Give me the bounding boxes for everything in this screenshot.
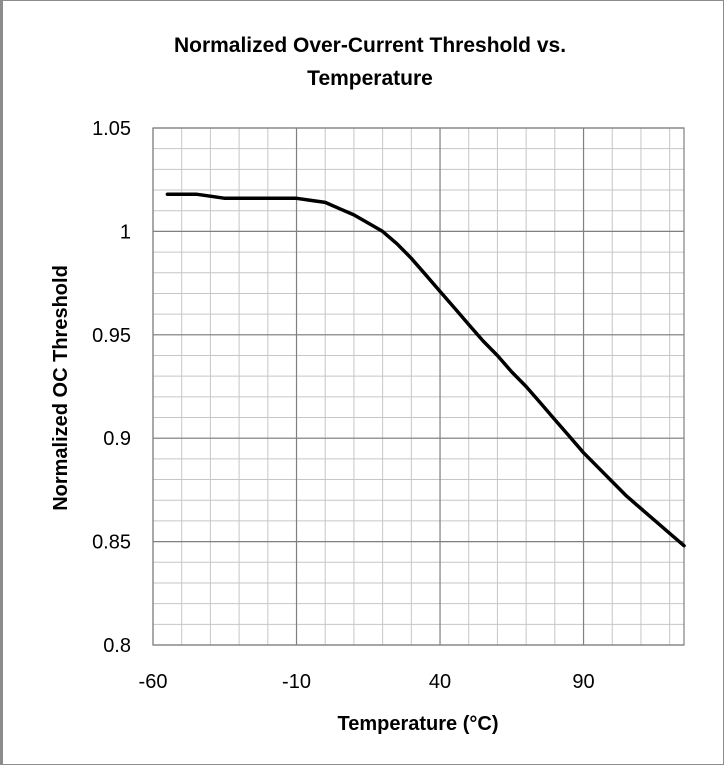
x-tick-label: 90 [572,671,594,693]
plot-area-border [152,127,685,646]
y-tick-labels: 0.8 0.85 0.9 0.95 1 1.05 [92,118,131,657]
chart-title-line-1: Normalized Over-Current Threshold vs. [174,34,566,57]
series-group [165,192,686,548]
x-tick-label: -10 [282,671,311,693]
series-line [165,192,686,548]
y-tick-label: 1 [120,221,131,243]
x-axis-label: Temperature (°C) [338,713,499,735]
y-tick-label: 0.9 [103,428,131,450]
x-tick-label: -60 [139,671,168,693]
chart-title-line-2: Temperature [307,67,433,90]
x-tick-labels: -60 -10 40 90 [139,671,595,693]
y-tick-label: 0.8 [103,635,131,657]
y-axis-label: Normalized OC Threshold [50,265,72,511]
y-tick-label: 1.05 [92,118,131,140]
y-tick-label: 0.95 [92,325,131,347]
minor-gridlines [152,127,684,646]
major-gridlines [152,127,684,646]
y-tick-label: 0.85 [92,532,131,554]
x-tick-label: 40 [429,671,451,693]
